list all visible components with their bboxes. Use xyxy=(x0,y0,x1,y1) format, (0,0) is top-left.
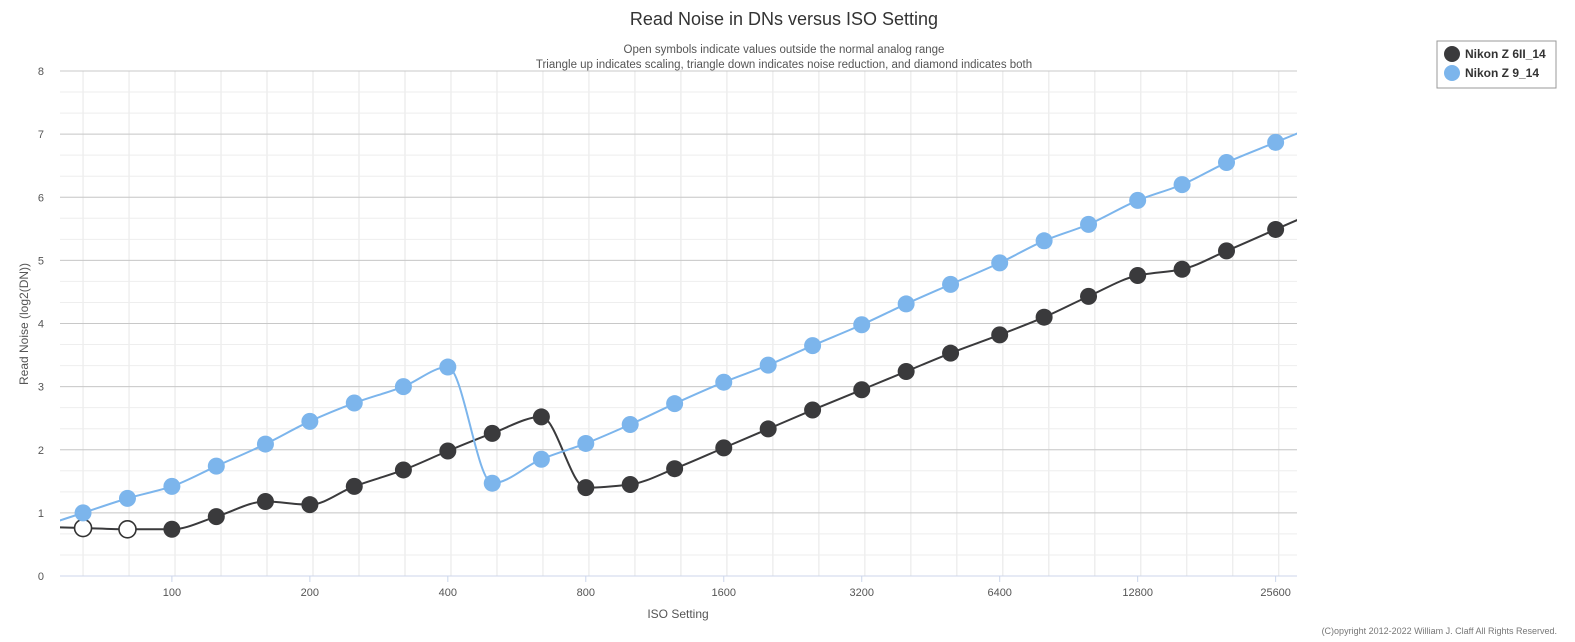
data-point-1[interactable] xyxy=(207,457,225,475)
data-point-1[interactable] xyxy=(942,275,960,293)
legend: Nikon Z 6II_14 Nikon Z 9_14 xyxy=(1436,40,1557,89)
data-point-1[interactable] xyxy=(1267,133,1285,151)
data-point-0[interactable] xyxy=(163,520,181,538)
data-point-0[interactable] xyxy=(1035,308,1053,326)
legend-label-z6ii[interactable]: Nikon Z 6II_14 xyxy=(1465,47,1546,61)
y-tick-label: 7 xyxy=(38,129,44,141)
chart-subtitle-line-2: Triangle up indicates scaling, triangle … xyxy=(536,59,1032,71)
data-point-0[interactable] xyxy=(439,442,457,460)
y-tick-label: 3 xyxy=(38,382,44,394)
data-point-0[interactable] xyxy=(483,424,501,442)
data-point-1[interactable] xyxy=(256,435,274,453)
data-point-0[interactable] xyxy=(345,477,363,495)
x-tick-label: 3200 xyxy=(849,587,873,599)
data-point-1[interactable] xyxy=(897,295,915,313)
y-tick-label: 2 xyxy=(38,445,44,457)
grid xyxy=(60,70,1297,577)
y-axis-title: Read Noise (log2(DN)) xyxy=(17,263,31,385)
data-point-1[interactable] xyxy=(804,337,822,355)
x-tick-label: 6400 xyxy=(987,587,1011,599)
data-point-1[interactable] xyxy=(345,394,363,412)
y-tick-label: 6 xyxy=(38,192,44,204)
data-point-0[interactable] xyxy=(73,518,93,538)
axes: 0 1 2 3 4 5 6 7 8 100 200 400 800 1600 3200 6400 12800 25… xyxy=(38,66,1297,599)
data-point-1[interactable] xyxy=(853,316,871,334)
data-point-1[interactable] xyxy=(74,504,92,522)
y-tick-label: 1 xyxy=(38,508,44,520)
data-point-0[interactable] xyxy=(577,479,595,497)
legend-marker-z6ii[interactable] xyxy=(1444,46,1460,62)
data-point-0[interactable] xyxy=(1218,242,1236,260)
data-point-0[interactable] xyxy=(1267,220,1285,238)
data-point-1[interactable] xyxy=(1035,232,1053,250)
x-tick-label: 1600 xyxy=(712,587,736,599)
data-point-1[interactable] xyxy=(532,450,550,468)
data-point-0[interactable] xyxy=(666,460,684,478)
data-point-1[interactable] xyxy=(759,356,777,374)
data-point-1[interactable] xyxy=(394,378,412,396)
chart-title: Read Noise in DNs versus ISO Setting xyxy=(630,9,938,29)
x-tick-label: 12800 xyxy=(1122,587,1153,599)
series-line-0 xyxy=(60,219,1297,531)
data-point-1[interactable] xyxy=(163,477,181,495)
data-point-0[interactable] xyxy=(897,362,915,380)
x-tick-label: 100 xyxy=(163,587,181,599)
data-point-0[interactable] xyxy=(804,401,822,419)
data-point-1[interactable] xyxy=(666,395,684,413)
data-point-0[interactable] xyxy=(301,496,319,514)
data-point-0[interactable] xyxy=(621,475,639,493)
x-axis-title: ISO Setting xyxy=(647,607,708,621)
data-point-1[interactable] xyxy=(1218,154,1236,172)
data-point-1[interactable] xyxy=(991,254,1009,272)
data-point-0[interactable] xyxy=(942,344,960,362)
y-tick-label: 5 xyxy=(38,255,44,267)
data-point-0[interactable] xyxy=(715,439,733,457)
data-point-0[interactable] xyxy=(394,461,412,479)
data-point-1[interactable] xyxy=(621,416,639,433)
data-point-0[interactable] xyxy=(991,326,1009,344)
data-point-0[interactable] xyxy=(759,420,777,438)
series-line-1 xyxy=(60,132,1297,522)
data-point-1[interactable] xyxy=(483,474,501,492)
data-point-1[interactable] xyxy=(1080,215,1098,233)
y-tick-label: 8 xyxy=(38,66,44,78)
data-point-1[interactable] xyxy=(301,412,319,430)
legend-label-z9[interactable]: Nikon Z 9_14 xyxy=(1465,66,1539,80)
x-tick-label: 200 xyxy=(301,587,319,599)
data-point-1[interactable] xyxy=(577,434,595,452)
data-point-0[interactable] xyxy=(207,508,225,526)
x-tick-label: 25600 xyxy=(1260,587,1291,599)
data-point-0[interactable] xyxy=(1173,260,1191,278)
x-tick-label: 400 xyxy=(439,587,457,599)
y-tick-label: 4 xyxy=(38,319,44,331)
data-point-1[interactable] xyxy=(439,358,457,376)
data-point-1[interactable] xyxy=(118,489,136,507)
data-point-1[interactable] xyxy=(1173,176,1191,194)
data-point-0[interactable] xyxy=(118,519,137,539)
data-point-0[interactable] xyxy=(532,408,550,426)
series-markers xyxy=(73,133,1285,539)
data-point-0[interactable] xyxy=(256,493,274,511)
data-point-0[interactable] xyxy=(853,381,871,399)
data-point-0[interactable] xyxy=(1080,287,1098,305)
data-point-0[interactable] xyxy=(1129,267,1147,285)
data-point-1[interactable] xyxy=(715,373,733,391)
data-point-1[interactable] xyxy=(1129,191,1147,209)
legend-marker-z9[interactable] xyxy=(1444,65,1460,81)
x-tick-label: 800 xyxy=(577,587,595,599)
y-tick-label: 0 xyxy=(38,571,44,583)
copyright-credit: (C)opyright 2012-2022 William J. Claff A… xyxy=(1322,626,1557,636)
chart-subtitle-line-1: Open symbols indicate values outside the… xyxy=(624,44,945,56)
